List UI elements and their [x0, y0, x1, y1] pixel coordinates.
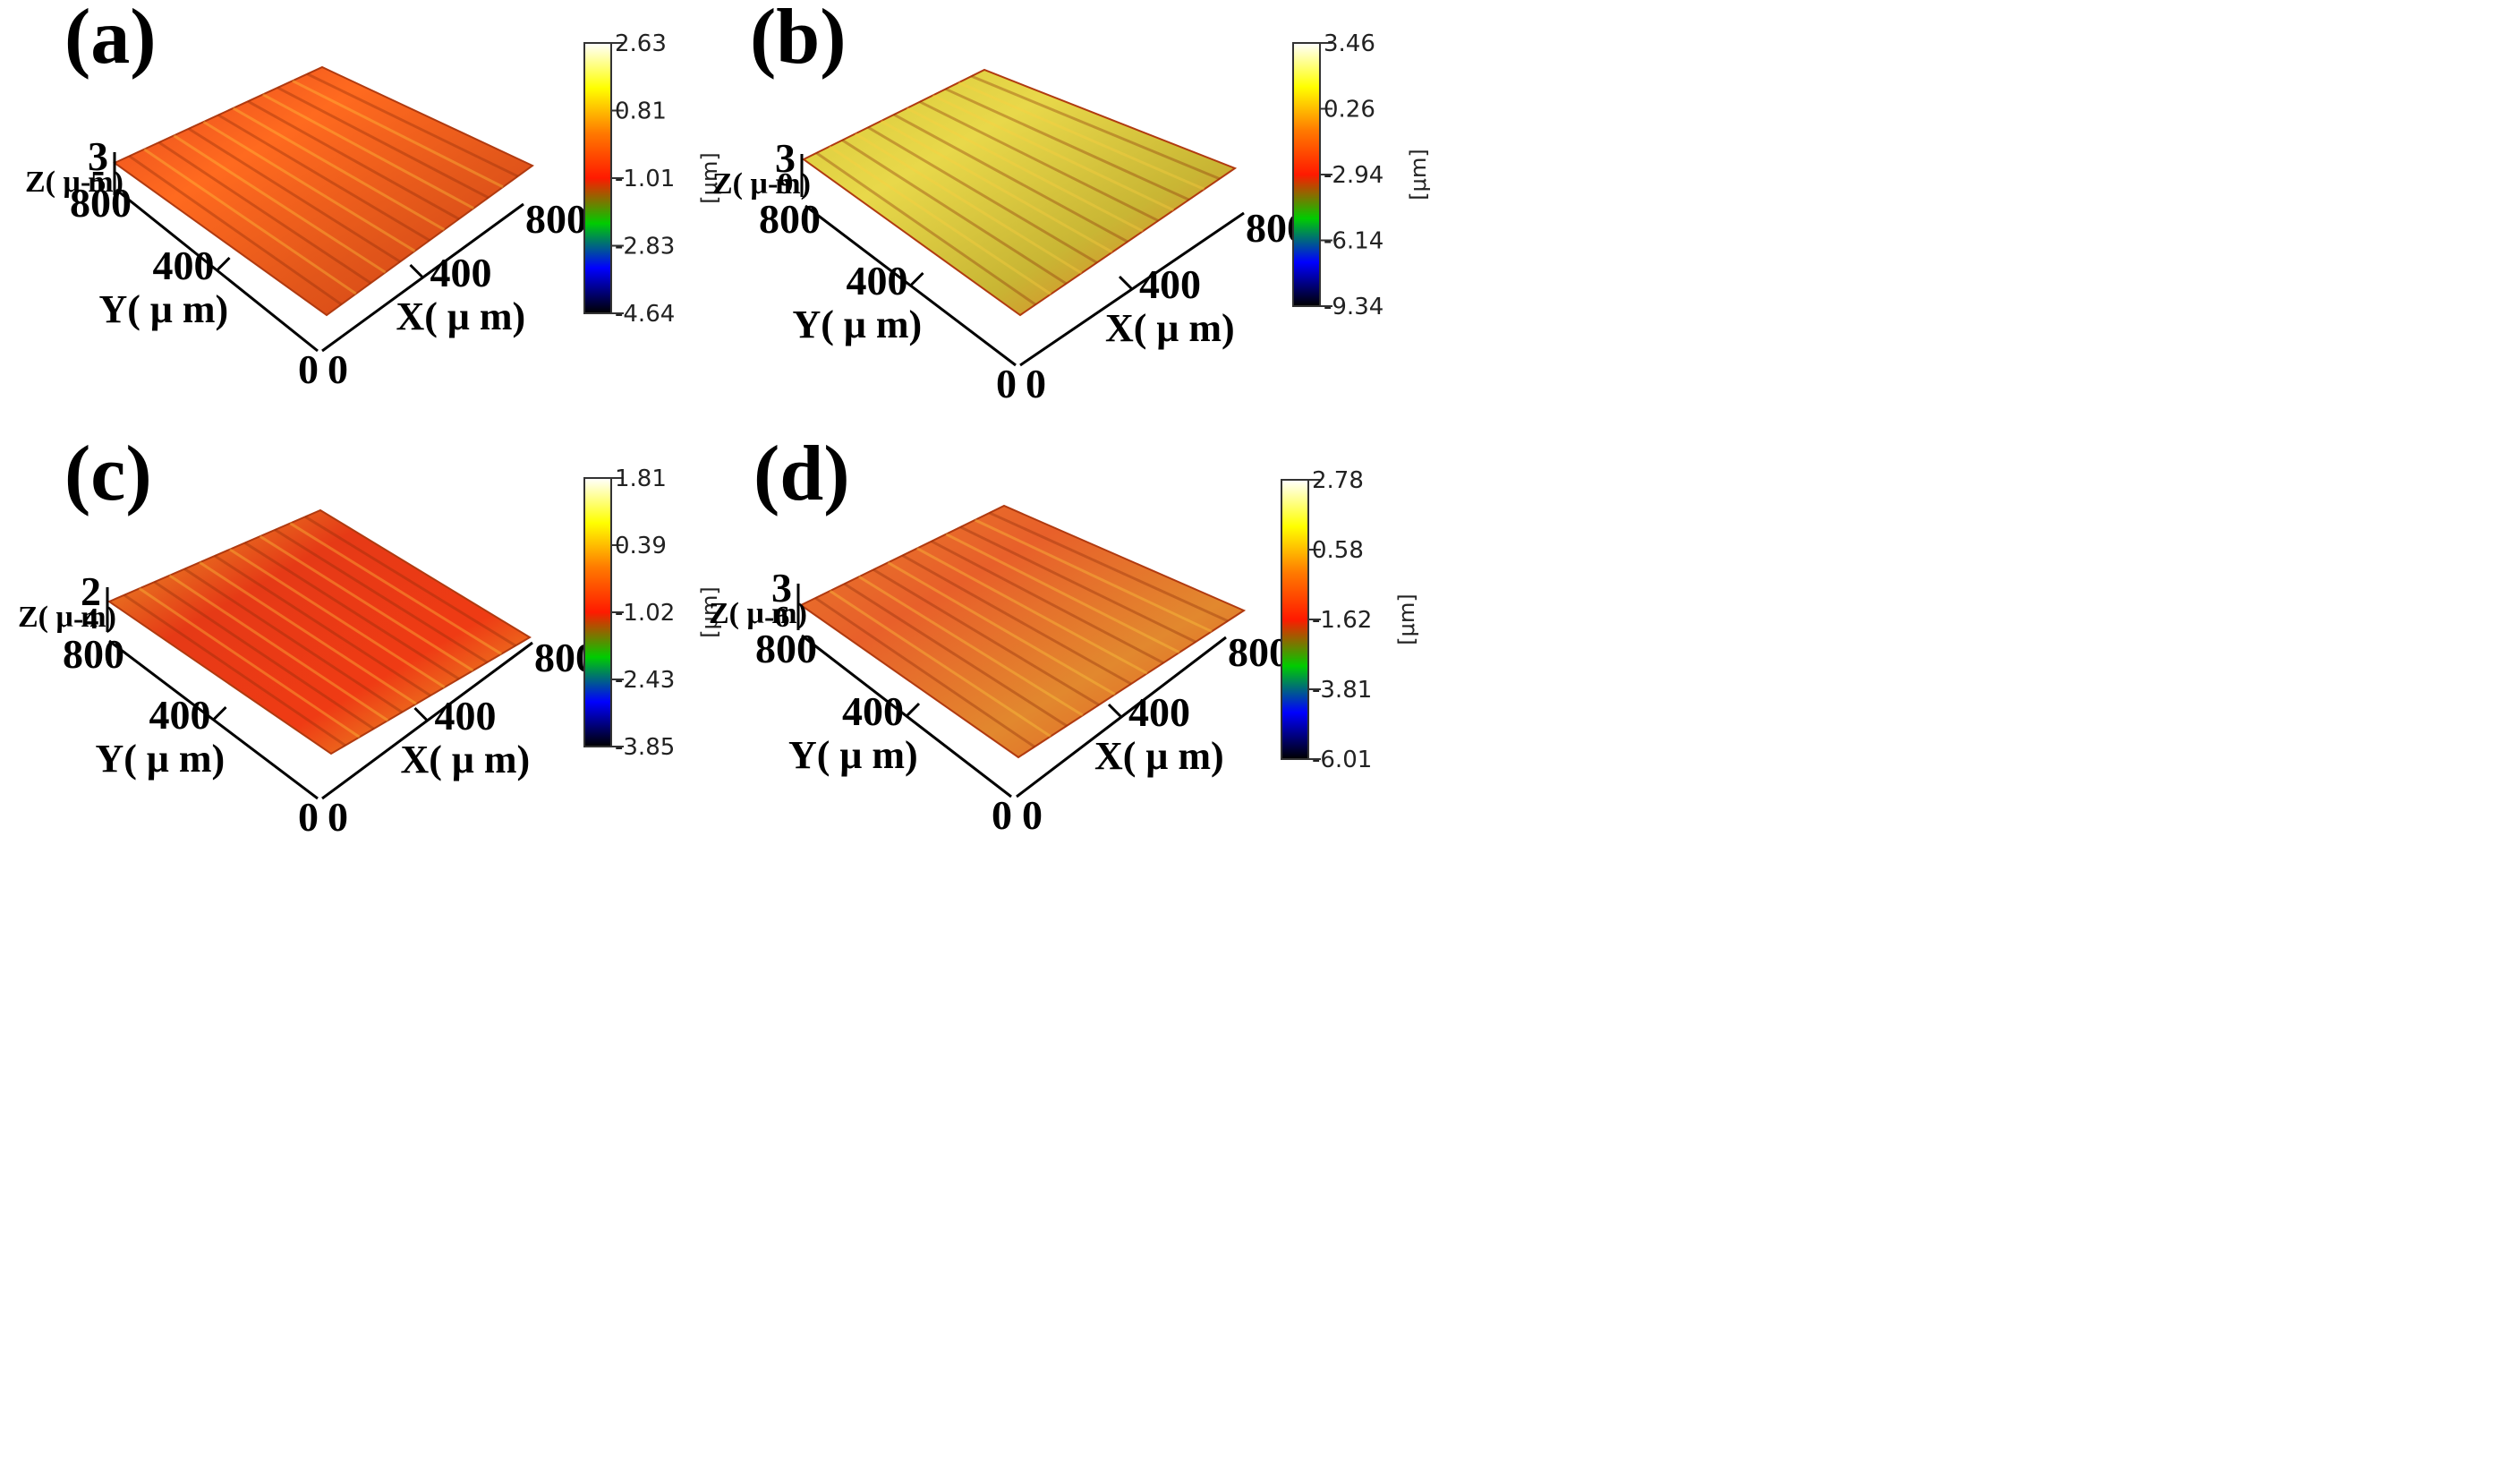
origin-y-label: 0: [298, 794, 319, 840]
z-bottom-label: -4: [73, 602, 98, 636]
x-axis-title: X( μ m): [1105, 306, 1235, 350]
panel-label: (b): [750, 0, 847, 81]
colorbar-tick-label: -1.02: [615, 600, 675, 627]
z-top-label: 3: [771, 565, 792, 610]
colorbar-tick-label: -1.01: [615, 166, 675, 192]
colorbar: [583, 477, 612, 747]
surface-plot: [799, 504, 1247, 759]
colorbar-tick-label: 0.39: [615, 533, 667, 559]
colorbar: [583, 42, 612, 314]
colorbar-tick-label: 1.81: [615, 465, 667, 492]
z-top-label: 3: [775, 135, 796, 181]
z-top-label: 2: [81, 568, 101, 614]
origin-y-label: 0: [992, 792, 1012, 838]
surface-texture: [815, 74, 1221, 306]
colorbar-tick-label: -6.01: [1312, 747, 1372, 773]
z-bottom-label: -9: [768, 167, 793, 201]
x-tick: [413, 706, 429, 722]
z-top-label: 3: [88, 133, 108, 179]
colorbar: [1281, 479, 1309, 760]
colorbar-tick-label: 2.63: [615, 30, 667, 57]
x-max-label: 800: [1228, 629, 1290, 675]
x-tick: [409, 263, 424, 279]
colorbar-unit: [μm]: [1394, 593, 1419, 645]
colorbar-tick-label: -4.64: [615, 301, 675, 328]
y-max-label: 800: [70, 180, 132, 226]
x-mid-label: 400: [430, 250, 492, 295]
z-axis-title: Z( μ m): [712, 167, 811, 201]
y-axis-title: Y( μ m): [96, 737, 226, 781]
x-axis-title: X( μ m): [396, 295, 526, 338]
x-mid-label: 400: [1128, 689, 1190, 735]
z-axis-title: Z( μ m): [709, 597, 807, 630]
y-mid-label: 400: [149, 692, 211, 738]
x-max-label: 800: [525, 196, 587, 242]
y-axis-title: Y( μ m): [788, 733, 918, 777]
y-mid-label: 400: [153, 243, 215, 288]
colorbar-tick-label: 0.81: [615, 98, 667, 125]
x-axis-title: X( μ m): [401, 738, 531, 781]
origin-x-label: 0: [328, 794, 348, 840]
origin-x-label: 0: [1022, 792, 1043, 838]
y-tick: [909, 271, 924, 287]
y-axis-title: Y( μ m): [99, 287, 229, 331]
panel-label: (a): [64, 0, 157, 81]
y-axis-title: Y( μ m): [793, 303, 923, 346]
surface-plot: [802, 68, 1238, 317]
colorbar-tick-label: -6.14: [1324, 228, 1383, 255]
y-max-label: 800: [755, 626, 817, 671]
x-tick: [1118, 275, 1134, 291]
origin-y-label: 0: [996, 361, 1017, 406]
origin-x-label: 0: [1026, 361, 1046, 406]
x-axis-title: X( μ m): [1094, 734, 1224, 778]
surface-texture: [123, 516, 516, 747]
colorbar-tick-label: -2.43: [615, 667, 675, 694]
x-mid-label: 400: [1139, 261, 1201, 307]
colorbar: [1292, 42, 1321, 307]
colorbar-tick-label: -2.83: [615, 234, 675, 260]
colorbar-tick-label: -3.85: [615, 734, 675, 761]
z-axis-title: Z( μ m): [25, 166, 123, 199]
colorbar-tick-label: 0.58: [1312, 537, 1364, 564]
z-bottom-label: -5: [81, 166, 106, 199]
colorbar-unit: [μm]: [697, 152, 722, 203]
surface-texture: [128, 73, 519, 306]
colorbar-tick-label: 0.26: [1324, 97, 1375, 124]
y-mid-label: 400: [847, 258, 908, 303]
y-tick: [905, 702, 921, 718]
panel-label: (d): [753, 431, 850, 517]
origin-x-label: 0: [328, 346, 348, 392]
colorbar-unit: [μm]: [1406, 149, 1431, 200]
surface-plot: [113, 65, 534, 317]
colorbar-tick-label: -3.81: [1312, 677, 1372, 704]
origin-y-label: 0: [298, 346, 319, 392]
surface-texture: [814, 511, 1229, 748]
x-tick: [1107, 703, 1123, 719]
colorbar-tick-label: 3.46: [1324, 30, 1375, 57]
colorbar-tick-label: 2.78: [1312, 467, 1364, 494]
y-mid-label: 400: [842, 688, 904, 734]
colorbar-tick-label: -9.34: [1324, 294, 1383, 320]
surface-plot: [106, 508, 532, 756]
y-max-label: 800: [759, 196, 821, 242]
panel-label: (c): [64, 431, 152, 517]
y-max-label: 800: [63, 631, 124, 677]
colorbar-unit: [μm]: [697, 586, 722, 637]
colorbar-tick-label: -1.62: [1312, 607, 1372, 634]
x-mid-label: 400: [435, 693, 497, 738]
z-bottom-label: -6: [764, 601, 789, 634]
colorbar-tick-label: -2.94: [1324, 162, 1383, 189]
y-tick: [216, 256, 231, 272]
y-tick: [212, 705, 227, 721]
z-axis-title: Z( μ m): [18, 601, 116, 634]
